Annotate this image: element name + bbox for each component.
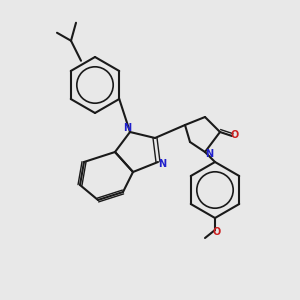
Text: O: O — [213, 227, 221, 237]
Text: N: N — [158, 159, 166, 169]
Text: O: O — [231, 130, 239, 140]
Text: N: N — [205, 149, 213, 159]
Text: N: N — [123, 123, 131, 133]
